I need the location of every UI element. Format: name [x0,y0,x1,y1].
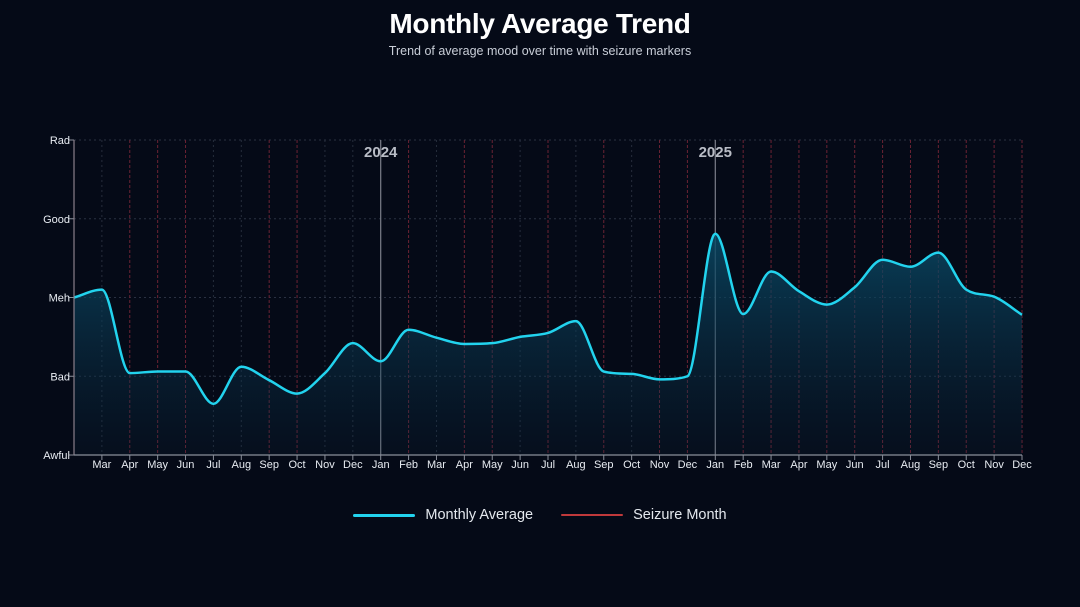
legend-swatch-monthly-average [353,513,416,517]
x-tick-label: Apr [790,459,807,471]
x-tick-label: Sep [929,459,949,471]
series-line-monthly-average [73,232,1023,406]
x-tick-label: Aug [566,459,586,471]
y-tick-label: Bad [50,371,70,383]
x-tick-label: Aug [901,459,921,471]
legend: Monthly Average Seizure Month [0,507,1080,523]
x-tick-label: Jun [177,459,195,471]
axis-layer [69,139,1023,460]
x-tick-label: Jan [706,459,724,471]
chart-title: Monthly Average Trend [389,8,691,39]
y-tick-label: Rad [50,135,70,147]
x-tick-label: May [147,459,168,471]
x-tick-label: Jun [511,459,529,471]
x-tick-label: Feb [734,459,753,471]
x-tick-label: May [816,459,837,471]
year-marker-label: 2024 [364,144,398,161]
series-area-monthly-average [74,233,1022,455]
x-tick-label: Oct [288,459,305,471]
y-tick-label: Awful [43,450,70,462]
x-tick-label: Dec [1012,459,1032,471]
x-tick-label: Jan [372,459,390,471]
label-layer: Awful Bad Meh Good Rad 2024 2025 Mar Apr May Jun Ju… [43,135,1032,471]
y-tick-label: Meh [49,293,70,305]
x-tick-label: Oct [958,459,975,471]
x-tick-label: Jul [541,459,555,471]
legend-item-seizure-month[interactable]: Seizure Month [561,507,727,523]
x-tick-label: Dec [678,459,698,471]
legend-swatch-seizure-month [561,514,624,516]
x-tick-label: Aug [232,459,252,471]
x-tick-label: Apr [121,459,138,471]
legend-item-monthly-average[interactable]: Monthly Average [353,507,533,523]
area-layer [73,232,1023,455]
legend-label-seizure-month: Seizure Month [633,507,727,523]
x-tick-label: Feb [399,459,418,471]
x-tick-label: Dec [343,459,363,471]
x-tick-label: Mar [762,459,781,471]
year-marker-label: 2025 [699,144,732,161]
x-tick-label: Apr [456,459,473,471]
x-tick-label: Sep [259,459,279,471]
chart-subtitle: Trend of average mood over time with sei… [388,44,692,58]
y-tick-label: Good [43,214,70,226]
legend-label-monthly-average: Monthly Average [425,507,534,523]
x-tick-label: Mar [92,459,111,471]
x-tick-label: Jul [876,459,890,471]
x-tick-label: May [482,459,503,471]
x-tick-label: Jul [206,459,220,471]
x-tick-label: Mar [427,459,446,471]
x-tick-label: Jun [846,459,864,471]
x-tick-label: Nov [984,459,1004,471]
x-tick-label: Oct [623,459,640,471]
x-tick-label: Nov [315,459,335,471]
x-tick-label: Sep [594,459,614,471]
x-tick-label: Nov [650,459,670,471]
